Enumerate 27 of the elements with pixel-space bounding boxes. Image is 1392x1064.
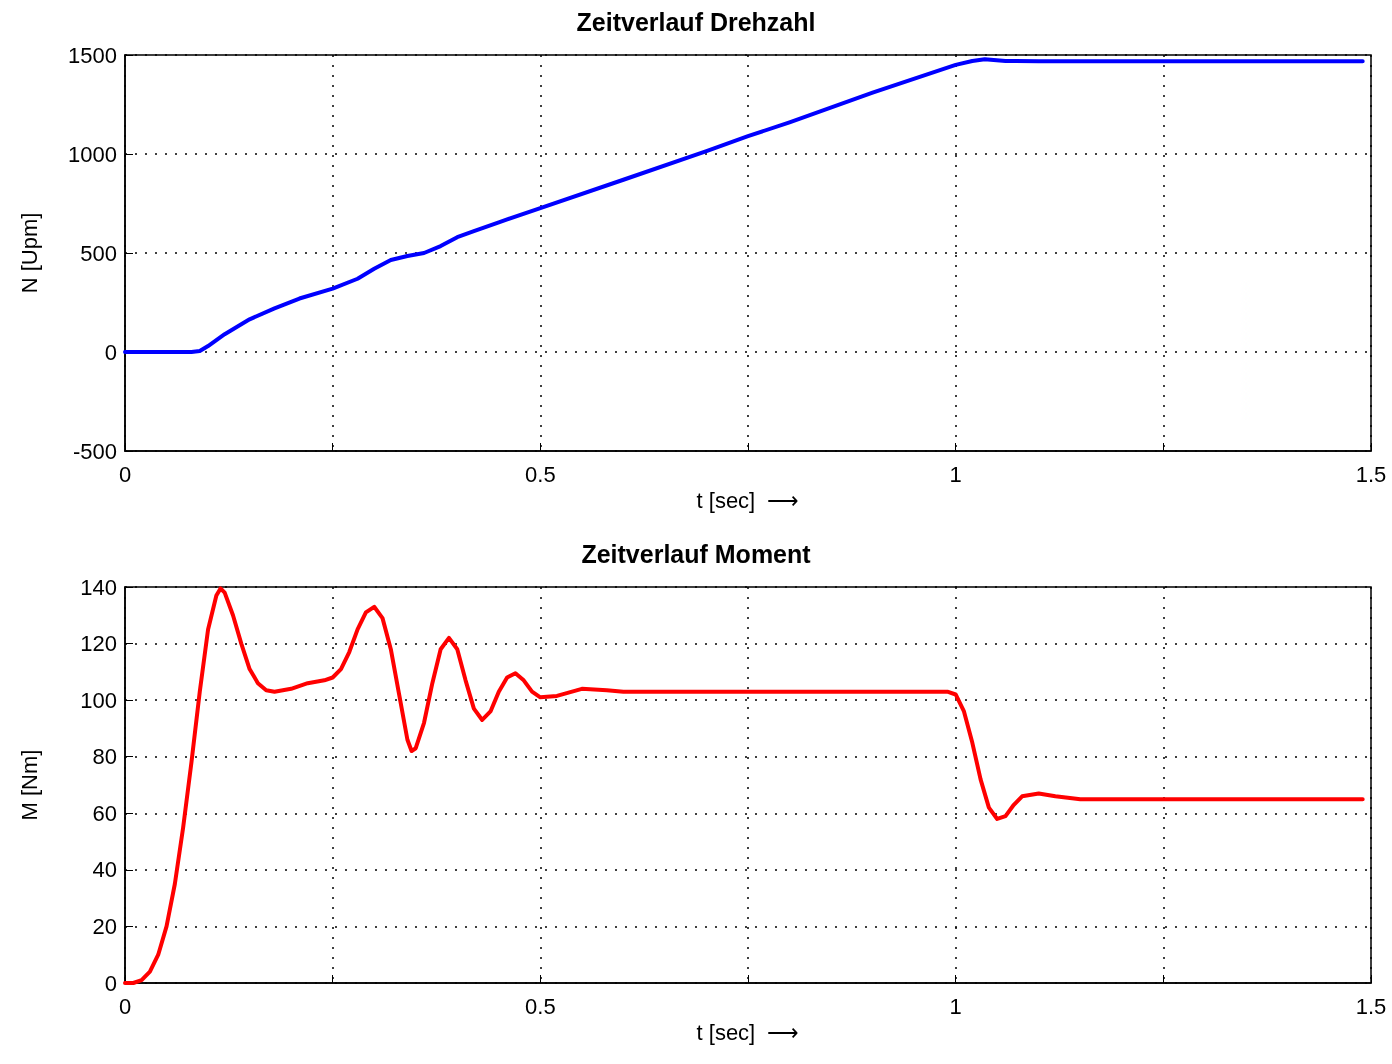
y-tick-label: 60 — [92, 800, 117, 826]
chart-title: Zeitverlauf Drehzahl — [576, 7, 816, 36]
x-axis-title: t [sec] ⟶ — [696, 488, 800, 514]
line-series — [123, 57, 1365, 354]
y-tick-label: 80 — [92, 744, 117, 770]
y-tick-label: -500 — [72, 438, 117, 464]
x-tick-label: 1 — [949, 993, 962, 1019]
y-tick-label: 500 — [80, 240, 117, 266]
chart-title: Zeitverlauf Moment — [581, 539, 812, 568]
x-tick-label: 1.5 — [1355, 461, 1387, 487]
y-tick-label: 0 — [104, 339, 117, 365]
x-tick-label: 0.5 — [525, 993, 556, 1019]
y-tick-label: 120 — [80, 631, 117, 657]
x-axis-title: t [sec] ⟶ — [696, 1020, 800, 1046]
y-tick-label: 140 — [80, 574, 117, 600]
y-tick-label: 0 — [104, 970, 117, 996]
y-tick-label: 1000 — [68, 141, 117, 167]
y-tick-label: 40 — [92, 857, 117, 883]
line-series — [123, 586, 1365, 985]
x-tick-label: 1.5 — [1355, 993, 1387, 1019]
y-tick-label: 1500 — [68, 42, 117, 68]
y-tick-label: 20 — [92, 913, 117, 939]
y-tick-label: 100 — [80, 687, 117, 713]
y-axis-title: N [Upm] — [16, 212, 42, 294]
y-axis-title: M [Nm] — [16, 749, 42, 821]
x-tick-label: 0.5 — [525, 461, 556, 487]
x-tick-label: 1 — [949, 461, 962, 487]
